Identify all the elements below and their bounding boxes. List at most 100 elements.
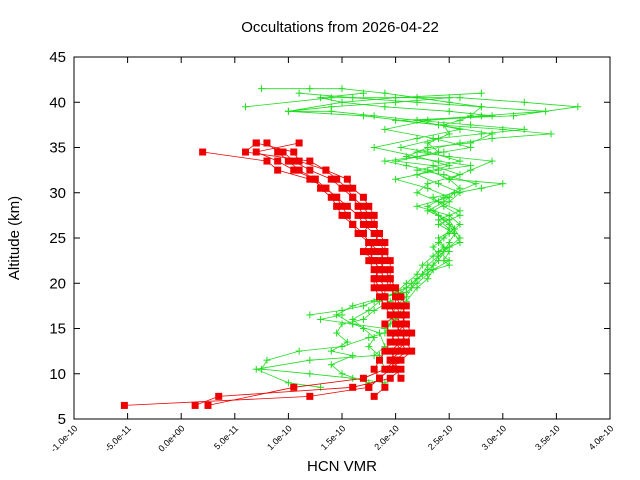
- data-point: [429, 252, 437, 260]
- data-point: [445, 94, 453, 102]
- y-tick-label: 35: [49, 140, 66, 157]
- data-point: [359, 374, 367, 382]
- data-point: [290, 157, 298, 165]
- data-point: [365, 202, 373, 210]
- data-point: [333, 311, 341, 319]
- data-point: [327, 361, 335, 369]
- data-point: [376, 239, 384, 247]
- data-point: [242, 148, 250, 156]
- data-point: [408, 347, 416, 355]
- data-point: [381, 284, 389, 292]
- data-point: [381, 103, 389, 111]
- data-point: [322, 166, 330, 174]
- data-point: [440, 257, 448, 265]
- plot-frame: [73, 56, 611, 420]
- data-point: [397, 144, 405, 151]
- data-point: [274, 148, 282, 156]
- data-point: [338, 211, 346, 219]
- data-point: [349, 352, 357, 360]
- data-point: [456, 220, 464, 228]
- data-point: [327, 193, 335, 201]
- data-point: [338, 85, 346, 93]
- data-point: [445, 107, 453, 115]
- data-point: [392, 284, 400, 292]
- data-point: [392, 311, 400, 319]
- data-point: [392, 302, 400, 310]
- data-point: [386, 257, 394, 265]
- data-point: [392, 329, 400, 337]
- data-point: [418, 261, 426, 269]
- data-point: [338, 98, 346, 106]
- data-point: [365, 211, 373, 219]
- data-point: [477, 130, 485, 138]
- data-point: [413, 202, 421, 210]
- data-point: [488, 112, 496, 120]
- data-point: [386, 311, 394, 319]
- data-point: [434, 234, 442, 242]
- data-point: [370, 144, 378, 151]
- data-point: [381, 89, 389, 97]
- data-point: [445, 175, 453, 183]
- data-point: [370, 275, 378, 283]
- data-point: [413, 134, 421, 142]
- y-tick-label: 40: [49, 94, 66, 111]
- data-point: [279, 148, 287, 156]
- data-point: [359, 229, 367, 237]
- data-point: [386, 266, 394, 274]
- data-point: [327, 107, 335, 115]
- x-tick-label: 0.0e+00: [156, 423, 186, 453]
- data-point: [295, 157, 303, 165]
- data-point: [376, 329, 384, 337]
- data-point: [386, 284, 394, 292]
- data-point: [376, 275, 384, 283]
- data-point: [370, 248, 378, 256]
- data-point: [252, 148, 260, 156]
- data-point: [413, 166, 421, 174]
- data-point: [397, 320, 405, 328]
- data-point: [440, 243, 448, 251]
- data-point: [402, 329, 410, 337]
- data-point: [456, 171, 464, 179]
- data-point: [370, 284, 378, 292]
- data-point: [520, 125, 528, 133]
- data-point: [306, 157, 314, 165]
- data-point: [386, 347, 394, 355]
- green-series: [295, 89, 550, 382]
- data-point: [376, 284, 384, 292]
- data-point: [359, 211, 367, 219]
- data-point: [467, 144, 475, 151]
- data-point: [338, 320, 346, 328]
- y-tick-label: 10: [49, 366, 66, 383]
- x-tick-label: 2.5e-10: [426, 423, 455, 452]
- y-tick-label: 45: [49, 49, 66, 66]
- data-point: [343, 338, 351, 346]
- data-point: [359, 325, 367, 332]
- x-tick-label: 3.5e-10: [533, 423, 562, 452]
- data-point: [370, 266, 378, 274]
- data-point: [413, 98, 421, 106]
- chart-title: Occultations from 2026-04-22: [241, 19, 439, 36]
- data-point: [402, 347, 410, 355]
- data-point: [440, 198, 448, 206]
- data-point: [349, 383, 357, 391]
- x-tick-label: 4.0e-10: [587, 423, 616, 452]
- data-point: [429, 243, 437, 251]
- data-point: [359, 248, 367, 256]
- data-point: [359, 220, 367, 228]
- data-point: [370, 220, 378, 228]
- data-point: [434, 216, 442, 224]
- data-point: [477, 89, 485, 97]
- series-line: [320, 92, 493, 384]
- data-point: [381, 125, 389, 133]
- data-point: [467, 162, 475, 170]
- x-tick-label: 5.0e-11: [212, 423, 240, 451]
- data-point: [381, 239, 389, 247]
- data-point: [343, 211, 351, 219]
- data-point: [376, 356, 384, 364]
- data-point: [349, 184, 357, 192]
- data-point: [386, 365, 394, 373]
- data-point: [392, 356, 400, 364]
- data-point: [386, 302, 394, 310]
- data-point: [333, 202, 341, 210]
